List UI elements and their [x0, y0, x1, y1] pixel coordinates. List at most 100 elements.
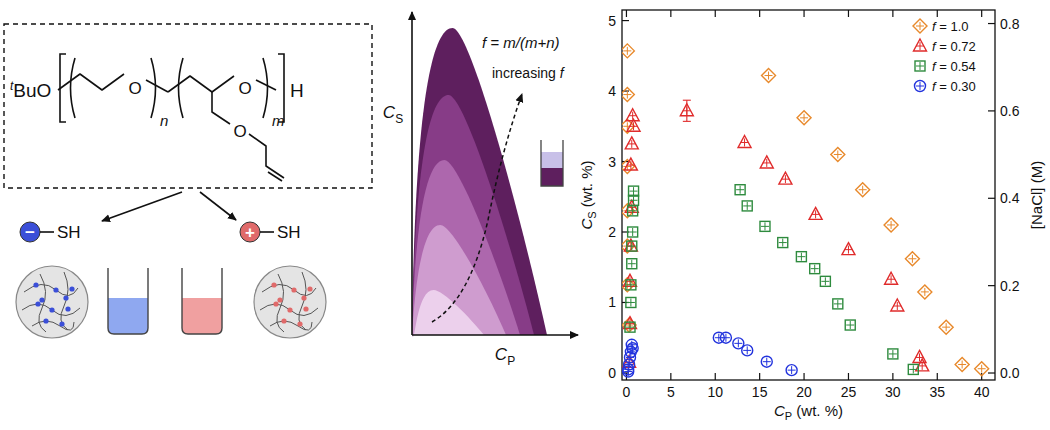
bond	[40, 231, 54, 233]
unit: (wt. %)	[578, 160, 595, 211]
marker-cross	[633, 122, 634, 130]
marker-cross	[630, 281, 631, 289]
symbol: f	[560, 65, 566, 81]
axis	[411, 12, 413, 335]
bracket	[71, 58, 76, 118]
bracket	[151, 58, 156, 118]
words: increasing	[492, 65, 560, 81]
tick	[715, 373, 716, 380]
marker-cross	[747, 346, 748, 354]
axis-title: CS (wt. %)	[578, 160, 598, 229]
marker-cross	[766, 358, 767, 366]
tick	[988, 198, 995, 199]
tick	[892, 10, 893, 17]
dense-phase	[541, 168, 563, 186]
charge-dot	[39, 297, 44, 302]
oxygen: O	[233, 122, 246, 141]
tick-label: 3	[608, 154, 616, 170]
bond	[212, 92, 230, 124]
thiol-label: SH	[57, 223, 81, 242]
error-cap	[683, 121, 691, 122]
dashed-box	[4, 24, 372, 188]
charge-dot	[63, 295, 68, 300]
tick	[981, 10, 982, 17]
point	[955, 357, 969, 371]
marker-cross	[747, 202, 748, 210]
subscript: P	[785, 410, 792, 422]
chain	[22, 304, 80, 316]
marker-cross	[891, 275, 892, 283]
charge-dot	[69, 286, 74, 291]
axes: 05101520253035400123450.00.20.40.60.8CP …	[578, 10, 1045, 422]
marker-cross	[850, 321, 851, 329]
charge-dot	[297, 321, 302, 326]
tick	[670, 373, 671, 380]
symbol: C	[495, 345, 508, 364]
marker-cross	[981, 365, 982, 373]
marker-cross	[632, 112, 633, 120]
marker-cross	[629, 323, 630, 331]
value: = 1.0	[936, 19, 969, 34]
marker-cross	[631, 341, 632, 349]
marker-cross	[632, 228, 633, 236]
marker-cross	[785, 175, 786, 183]
marker-cross	[782, 239, 783, 247]
tick	[988, 110, 995, 111]
marker-cross	[892, 350, 893, 358]
marker-shape	[760, 156, 773, 168]
fraction-definition: f = m/(m+n)	[482, 34, 560, 51]
marker-shape	[626, 297, 636, 307]
marker-shape	[628, 227, 638, 237]
repeat-label: m	[272, 112, 285, 129]
charge-dot	[287, 307, 292, 312]
point	[797, 111, 811, 125]
series	[623, 100, 929, 371]
point	[975, 362, 989, 376]
subscript: S	[586, 211, 598, 218]
point	[624, 158, 637, 170]
charge-dot	[281, 318, 286, 323]
marker-cross	[686, 107, 687, 115]
marker-shape	[760, 221, 770, 231]
network-bg	[254, 266, 326, 338]
point	[845, 320, 855, 330]
bond	[268, 172, 282, 181]
point	[918, 285, 932, 299]
marker-shape	[628, 206, 638, 216]
axis-title: [NaCl] (M)	[1028, 161, 1045, 229]
marker-shape	[627, 259, 637, 269]
marker-cross	[837, 300, 838, 308]
point	[888, 349, 898, 359]
marker-cross	[922, 362, 923, 370]
marker-shape	[915, 81, 926, 92]
subscript: P	[507, 354, 515, 368]
chain	[260, 304, 318, 316]
group: BuO	[13, 80, 51, 101]
charge-circle	[20, 222, 40, 242]
tick-label: 0	[623, 384, 631, 400]
charge-dot	[35, 301, 40, 306]
vial-icon	[541, 140, 563, 186]
polymer-structure: tBuOOnOmHO	[4, 24, 372, 188]
tick-label: 40	[974, 384, 990, 400]
symbol: C	[774, 402, 785, 419]
marker-cross	[627, 91, 628, 99]
axis-title: CP	[495, 345, 515, 368]
tick-label: 10	[707, 384, 723, 400]
point	[885, 272, 898, 284]
marker-shape	[796, 252, 806, 262]
marker-cross	[912, 255, 913, 263]
oxygen: O	[128, 79, 141, 98]
network-bg	[16, 266, 88, 338]
marker-cross	[804, 114, 805, 122]
axis-title: CS	[383, 103, 403, 126]
tick-label: 0	[608, 365, 616, 381]
arrow	[200, 192, 236, 220]
marker-shape	[624, 158, 637, 170]
tick	[848, 373, 849, 380]
marker-cross	[920, 62, 921, 70]
point	[762, 69, 776, 83]
phase-envelope	[412, 290, 484, 337]
bracket	[263, 58, 268, 118]
marker-shape	[742, 345, 753, 356]
